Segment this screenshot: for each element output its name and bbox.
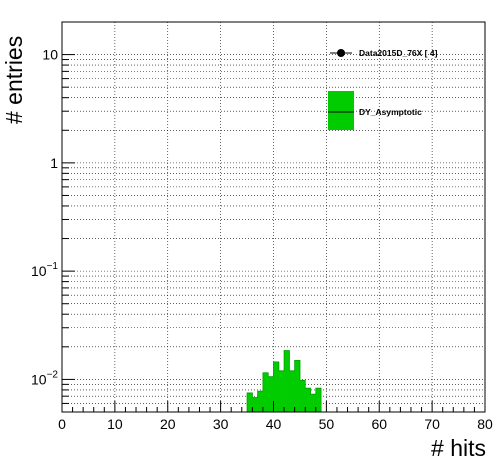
legend-entry-mc: DY_Asymptotic <box>359 107 422 117</box>
x-tick-label: 40 <box>266 416 282 432</box>
y-tick-labels: 10−2 10−1 1 10 <box>31 47 58 388</box>
y-axis-label: # entries <box>1 36 27 124</box>
histogram-bar <box>294 360 301 412</box>
x-tick-label: 0 <box>58 416 66 432</box>
histogram-bar <box>305 388 311 412</box>
histogram-bar <box>252 397 258 412</box>
histogram-bar <box>273 361 280 412</box>
x-tick-label: 50 <box>319 416 335 432</box>
x-tick-label: 20 <box>160 416 176 432</box>
x-tick-label: 70 <box>424 416 440 432</box>
legend-data-marker-circle <box>337 49 345 57</box>
legend-entry-data: Data2015D_76X [ 4] <box>359 48 438 58</box>
y-tick-label: 10−1 <box>31 261 58 279</box>
histogram-bar <box>289 370 295 412</box>
histogram-bar <box>315 388 322 412</box>
histogram-bar <box>262 372 269 412</box>
y-tick-label: 10−2 <box>31 369 58 387</box>
histogram-bar <box>268 376 274 412</box>
y-tick-label: 1 <box>50 155 58 171</box>
histogram-bar <box>247 392 253 412</box>
histogram-bar <box>278 370 285 412</box>
x-tick-label: 80 <box>477 416 493 432</box>
y-tick-label: 10 <box>42 47 58 63</box>
x-tick-label: 10 <box>107 416 123 432</box>
axis-ticks <box>61 21 486 413</box>
histogram-bar <box>284 350 290 412</box>
histogram-bar <box>299 380 306 412</box>
legend-mc-box <box>328 91 354 130</box>
histogram-bars <box>246 350 322 412</box>
x-tick-label: 60 <box>371 416 387 432</box>
grid <box>62 22 485 412</box>
histogram-outline <box>246 350 322 412</box>
x-tick-label: 30 <box>213 416 229 432</box>
histogram-bar <box>310 394 317 412</box>
legend: Data2015D_76X [ 4] DY_Asymptotic <box>328 48 438 130</box>
histogram-bar <box>257 391 264 412</box>
x-tick-labels: 0 10 20 30 40 50 60 70 80 <box>58 416 493 432</box>
x-axis-label: # hits <box>431 435 486 461</box>
